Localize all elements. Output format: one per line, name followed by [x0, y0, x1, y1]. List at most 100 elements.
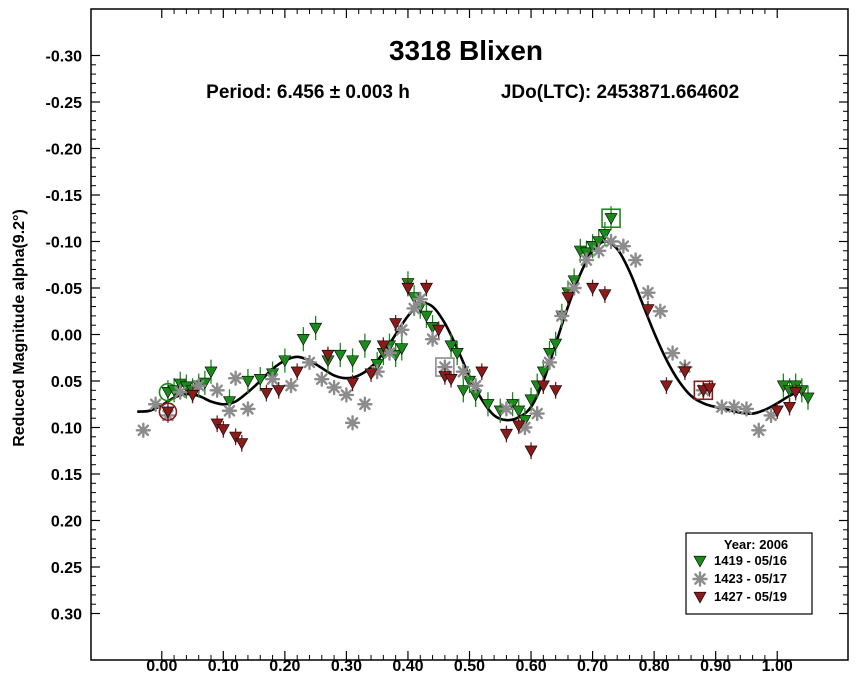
- y-tick-label: 0.30: [51, 607, 82, 624]
- star-stroke: [192, 379, 205, 392]
- boxed-point: [601, 208, 621, 229]
- data-point-s1423: [591, 243, 607, 259]
- data-point-s1427: [401, 282, 415, 295]
- star-stroke: [149, 398, 162, 411]
- star-stroke: [396, 324, 408, 336]
- y-tick-label: 0.15: [51, 467, 82, 484]
- star-stroke: [315, 373, 328, 385]
- star-stroke: [328, 381, 340, 394]
- data-point-s1427: [321, 349, 335, 362]
- legend-marker: [693, 555, 707, 568]
- star-stroke: [242, 403, 254, 415]
- legend-entry: 1423 - 05/17: [692, 571, 787, 587]
- x-tick-label: 0.30: [331, 658, 362, 675]
- star-stroke: [728, 401, 740, 413]
- data-point-s1427: [259, 387, 273, 400]
- y-tick-label: -0.10: [46, 235, 83, 252]
- circled-point: [158, 402, 178, 421]
- x-tick-label: 0.90: [700, 658, 731, 675]
- data-point-s1427: [789, 387, 803, 399]
- y-axis-tick-labels: -0.30 -0.25 -0.20 -0.15 -0.10 -0.05 0.00 0.05 0.…: [46, 49, 83, 624]
- data-point-s1423: [338, 387, 355, 403]
- star-stroke: [229, 372, 242, 385]
- star-stroke: [716, 401, 728, 413]
- data-point-s1419: [309, 322, 323, 335]
- data-point-s1427: [659, 380, 673, 393]
- data-point-s1427: [678, 366, 692, 379]
- star-stroke: [211, 384, 223, 397]
- data-point-s1427: [783, 401, 797, 414]
- y-tick-label: 0.10: [51, 421, 82, 438]
- star-stroke: [556, 310, 568, 322]
- x-tick-label: 0.70: [577, 658, 608, 675]
- star-stroke: [303, 356, 316, 369]
- legend-entry: 1427 - 05/19: [693, 589, 787, 604]
- star-stroke: [266, 373, 279, 385]
- data-point-s1423: [751, 422, 767, 438]
- y-tick-label: 0.20: [51, 514, 82, 531]
- star-stroke: [408, 302, 420, 315]
- data-point-s1427: [346, 377, 360, 390]
- data-point-s1427: [499, 428, 513, 441]
- data-point-s1427: [389, 318, 403, 330]
- star-stroke: [500, 403, 513, 415]
- data-point-s1423: [640, 284, 656, 301]
- star-stroke: [383, 347, 396, 359]
- data-point-s1423: [240, 401, 256, 417]
- data-point-s1427: [586, 282, 600, 295]
- data-point-s1423: [652, 303, 668, 319]
- star-stroke: [285, 379, 297, 392]
- data-point-s1419: [204, 366, 218, 379]
- x-tick-label: 0.40: [392, 658, 423, 675]
- star-stroke: [223, 404, 236, 417]
- data-point-s1427: [641, 304, 655, 317]
- data-point-s1419: [444, 340, 458, 353]
- data-point-s1423: [455, 364, 472, 380]
- data-point-s1423: [172, 384, 188, 400]
- y-tick-label: 0.00: [51, 328, 82, 345]
- legend: Year: 2006 1419 - 05/16 1423 - 05/17 1427 …: [685, 532, 813, 615]
- x-tick-label: 0.50: [454, 658, 485, 675]
- data-point-s1423: [344, 415, 361, 431]
- data-points-layer: [135, 206, 815, 460]
- star-stroke: [519, 421, 531, 434]
- x-tick-label: 0.80: [639, 658, 670, 675]
- data-point-s1423: [221, 403, 238, 419]
- data-point-s1419: [536, 366, 550, 379]
- star-stroke: [426, 333, 439, 345]
- legend-box: [685, 532, 813, 615]
- x-tick-label: 0.60: [515, 658, 546, 675]
- data-point-s1423: [554, 308, 570, 324]
- data-point-s1419: [241, 375, 255, 388]
- star-stroke: [694, 573, 706, 585]
- data-point-s1423: [467, 377, 484, 394]
- data-point-s1427: [186, 389, 200, 402]
- data-point-s1423: [209, 382, 225, 398]
- data-point-s1423: [326, 379, 342, 396]
- data-point-s1427: [235, 438, 249, 450]
- data-point-s1423: [147, 396, 164, 412]
- data-point-s1423: [738, 401, 755, 417]
- star-stroke: [580, 254, 593, 266]
- data-point-s1423: [578, 252, 595, 268]
- star-stroke: [617, 240, 630, 252]
- y-tick-label: -0.05: [46, 281, 83, 298]
- data-point-s1419: [346, 355, 360, 368]
- axis-ticks: [91, 9, 848, 660]
- star-stroke: [629, 254, 642, 266]
- data-point-s1419: [419, 310, 433, 323]
- data-point-s1423: [664, 345, 681, 361]
- legend-title: Year: 2006: [724, 537, 788, 552]
- legend-label: 1427 - 05/19: [714, 589, 787, 604]
- data-point-s1423: [412, 291, 428, 307]
- data-point-s1419: [481, 399, 495, 411]
- data-point-s1427: [549, 385, 563, 397]
- star-stroke: [174, 386, 187, 398]
- data-point-s1427: [229, 431, 243, 444]
- legend-marker: [692, 571, 708, 587]
- data-point-s1423: [191, 377, 207, 394]
- star-stroke: [568, 282, 580, 294]
- data-point-s1419: [333, 349, 347, 362]
- star-stroke: [592, 245, 605, 257]
